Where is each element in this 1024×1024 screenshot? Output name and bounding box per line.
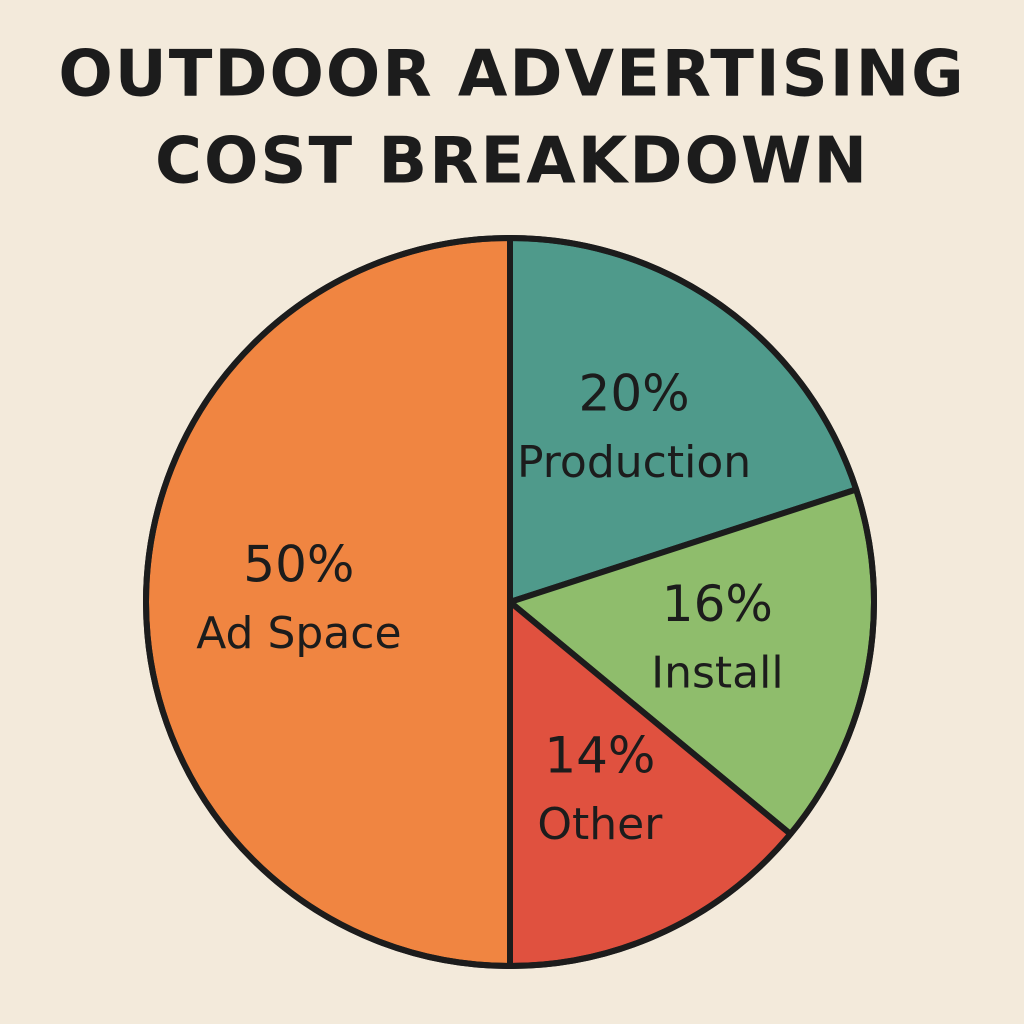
pie-outline [143,235,877,969]
data-label: 50% [243,536,354,594]
data-label: 14% [544,727,655,785]
chart-title: COST BREAKDOWN [155,125,869,199]
category-label: Install [651,648,783,699]
data-label: 20% [579,365,690,423]
data-label: 16% [662,575,773,633]
chart-title: OUTDOOR ADVERTISING [58,38,965,112]
category-label: Ad Space [196,608,401,659]
category-label: Other [537,799,663,850]
category-label: Production [517,437,751,488]
